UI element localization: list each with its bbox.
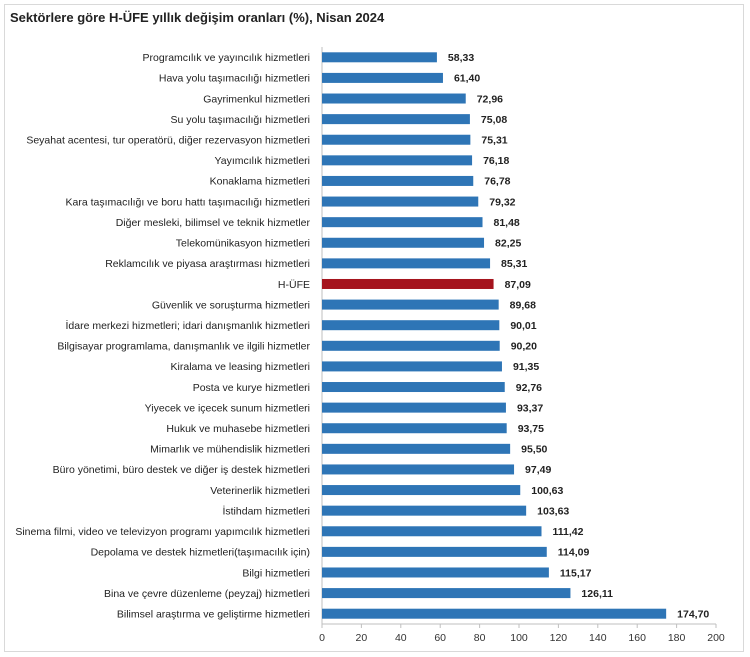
x-tick-label: 180 [668,632,686,644]
category-label: Güvenlik ve soruşturma hizmetleri [152,299,310,311]
category-label: Hukuk ve muhasebe hizmetleri [166,423,310,435]
category-label: Posta ve kurye hizmetleri [193,382,310,394]
chart-title: Sektörlere göre H-ÜFE yıllık değişim ora… [10,10,385,25]
value-label: 95,50 [521,444,547,456]
bar [322,134,471,145]
value-label: 72,96 [477,93,503,105]
value-label: 115,17 [560,567,592,579]
value-label: 114,09 [558,547,590,559]
category-label: Depolama ve destek hizmetleri(taşımacılı… [91,547,310,559]
value-label: 97,49 [525,464,551,476]
value-label: 93,37 [517,402,543,414]
bar [322,299,499,310]
bar [322,175,474,186]
value-label: 174,70 [677,608,709,620]
category-label: Diğer mesleki, bilimsel ve teknik hizmet… [116,217,311,229]
category-label: Hava yolu taşımacılığı hizmetleri [159,73,310,85]
bar [322,567,549,578]
bar [322,72,443,83]
value-label: 75,08 [481,114,507,126]
value-label: 76,78 [484,176,510,188]
category-label: Konaklama hizmetleri [210,176,310,188]
bar [322,93,466,104]
bar [322,217,483,228]
bar [322,361,502,372]
bar [322,320,500,331]
category-label: İdare merkezi hizmetleri; idari danışman… [66,319,311,332]
bar [322,258,491,269]
bar [322,443,511,454]
category-label: Kara taşımacılığı ve boru hattı taşımacı… [65,196,310,208]
value-label: 85,31 [501,258,527,270]
bar-highlight [322,278,494,289]
value-label: 75,31 [481,135,507,147]
value-label: 92,76 [516,382,542,394]
value-label: 61,40 [454,73,480,85]
category-label: İstihdam hizmetleri [222,504,310,517]
value-label: 87,09 [505,279,531,291]
value-label: 93,75 [518,423,544,435]
value-label: 79,32 [489,196,515,208]
value-label: 90,20 [511,341,537,353]
category-label: Programcılık ve yayıncılık hizmetleri [143,52,310,64]
value-label: 100,63 [531,485,563,497]
bar [322,237,485,248]
value-label: 81,48 [494,217,520,229]
bar [322,526,542,537]
value-label: 103,63 [537,505,569,517]
category-label: Telekomünikasyon hizmetleri [176,238,310,250]
category-label: Seyahat acentesi, tur operatörü, diğer r… [26,135,310,147]
x-tick-label: 80 [474,632,486,644]
category-label: Büro yönetimi, büro destek ve diğer iş d… [53,464,310,476]
bar [322,155,473,166]
category-label: Kiralama ve leasing hizmetleri [171,361,310,373]
bar [322,608,667,619]
bar [322,52,437,63]
x-tick-label: 60 [434,632,446,644]
bar [322,382,505,393]
category-label: Yiyecek ve içecek sunum hizmetleri [145,402,310,414]
x-tick-label: 20 [356,632,368,644]
x-tick-label: 120 [550,632,568,644]
bar [322,340,500,351]
bar [322,588,571,599]
bar [322,114,470,125]
bar [322,505,527,516]
x-tick-label: 200 [707,632,725,644]
category-label: Yayımcılık hizmetleri [215,155,311,167]
value-label: 76,18 [483,155,509,167]
category-label: Bilimsel araştırma ve geliştirme hizmetl… [117,608,310,620]
bar [322,423,507,434]
category-label: Veterinerlik hizmetleri [210,485,310,497]
x-tick-label: 140 [589,632,607,644]
bar [322,485,521,496]
category-label: Bilgisayar programlama, danışmanlık ve i… [57,341,310,353]
category-label: Bina ve çevre düzenleme (peyzaj) hizmetl… [104,588,310,600]
value-label: 126,11 [581,588,613,600]
x-tick-label: 100 [510,632,528,644]
category-label: H-ÜFE [278,279,310,291]
bar [322,402,506,413]
value-label: 82,25 [495,238,521,250]
bar [322,546,547,557]
value-label: 58,33 [448,52,474,64]
category-label: Reklamcılık ve piyasa araştırması hizmet… [105,258,310,270]
category-label: Bilgi hizmetleri [242,567,310,579]
bar [322,464,515,475]
x-tick-label: 40 [395,632,407,644]
category-label: Gayrimenkul hizmetleri [203,93,310,105]
value-label: 91,35 [513,361,539,373]
category-label: Mimarlık ve mühendislik hizmetleri [150,444,310,456]
value-label: 111,42 [552,526,583,538]
bar [322,196,479,207]
value-label: 90,01 [510,320,536,332]
category-label: Sinema filmi, video ve televizyon progra… [15,526,310,538]
x-tick-label: 160 [628,632,646,644]
x-tick-label: 0 [319,632,325,644]
category-label: Su yolu taşımacılığı hizmetleri [171,114,310,126]
value-label: 89,68 [510,299,536,311]
